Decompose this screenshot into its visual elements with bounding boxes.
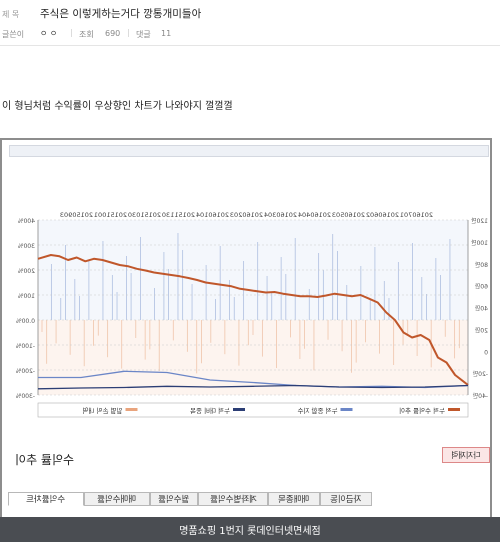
post-title: 주식은 이렇게하는거다 깡통개미들아	[40, 8, 202, 20]
title-label: 제 목	[2, 10, 20, 19]
legend-swatch	[340, 408, 353, 411]
window-toolbar	[9, 145, 489, 157]
right-tick-label: -20만	[472, 370, 488, 378]
x-tick-label: 20160304	[264, 211, 297, 219]
right-tick-label: -40만	[472, 392, 488, 400]
left-tick-label: 300%	[18, 243, 35, 250]
header-divider	[0, 45, 500, 46]
x-tick-label: 20160503	[332, 211, 365, 219]
right-tick-label: 20만	[474, 326, 488, 334]
x-tick-label: 20160701	[400, 211, 433, 219]
views-label: 조회	[79, 30, 94, 39]
ad-footer-text: 명품쇼핑 1번지 롯데인터넷면세점	[179, 526, 321, 537]
legend-swatch	[125, 408, 138, 411]
tab-fund-transfer[interactable]: 자금이동	[320, 492, 372, 506]
tab-trade-items[interactable]: 매매종목	[268, 492, 320, 506]
right-tick-label: 120만	[471, 217, 488, 225]
x-tick-label: 20151130	[162, 211, 195, 219]
comments-count: 11	[161, 29, 172, 38]
legend-box	[37, 402, 469, 418]
tab-trade-return[interactable]: 매매수익률	[84, 492, 150, 506]
x-tick-label: 20160104	[196, 211, 229, 219]
comments-label: 댓글	[136, 30, 151, 39]
x-tick-label: 20150903	[60, 211, 93, 219]
ad-footer[interactable]: 명품쇼핑 1번지 롯데인터넷면세점	[0, 517, 500, 542]
x-tick-label: 20160602	[366, 211, 399, 219]
legend-swatch	[448, 408, 460, 411]
tab-return-chart[interactable]: 수익률차트	[8, 492, 84, 506]
x-tick-label: 20151030	[128, 211, 161, 219]
section-title: 수익률 추이	[15, 453, 75, 467]
tab-bar: 수익률차트 매매수익률 월수익률 계좌별수익률 매매종목 자금이동	[8, 492, 492, 508]
legend-label: 누적 종합 지수	[297, 406, 337, 415]
x-tick-label: 20151001	[94, 211, 127, 219]
author-name[interactable]: ㅇ ㅇ	[40, 29, 58, 38]
tab-account-return[interactable]: 계좌별수익률	[198, 492, 268, 506]
right-tick-label: 40만	[474, 305, 488, 313]
series-line	[37, 384, 469, 390]
x-tick-label: 20160203	[230, 211, 263, 219]
meta-separator: |	[70, 28, 73, 37]
left-tick-label: 0.00%	[16, 318, 35, 325]
x-tick-label: 20160404	[298, 211, 331, 219]
left-tick-label: -300%	[15, 393, 35, 400]
tab-monthly-return[interactable]: 월수익률	[150, 492, 198, 506]
left-tick-label: 200%	[18, 268, 35, 275]
right-tick-label: 60만	[474, 283, 488, 291]
right-tick-label: 0	[484, 349, 488, 356]
left-tick-label: 100%	[18, 293, 35, 300]
post-body: 이 형님처럼 수익률이 우상향인 차트가 나와야지 껄껄껄	[2, 101, 233, 112]
legend-label: 누적 대비 종목	[190, 406, 230, 415]
export-button[interactable]: 다지재력	[442, 447, 490, 463]
return-chart: 400% 300% 200% 100% 0.00% -100% -200% -300% 120만…	[15, 211, 488, 418]
legend-swatch	[233, 408, 245, 411]
legend-label: 누적 수익률 추이	[399, 406, 445, 415]
meta-separator: |	[127, 28, 130, 37]
left-tick-label: -100%	[15, 343, 35, 350]
right-tick-label: 80만	[474, 261, 488, 269]
left-tick-label: -200%	[15, 368, 35, 375]
right-tick-label: 100만	[471, 239, 488, 247]
legend-label: 일별 손익 내역	[82, 406, 122, 415]
series-line	[37, 254, 469, 386]
left-tick-label: 400%	[18, 218, 35, 225]
views-count: 690	[105, 29, 121, 38]
author-label: 글쓴이	[2, 30, 25, 39]
upper-band	[38, 220, 468, 320]
